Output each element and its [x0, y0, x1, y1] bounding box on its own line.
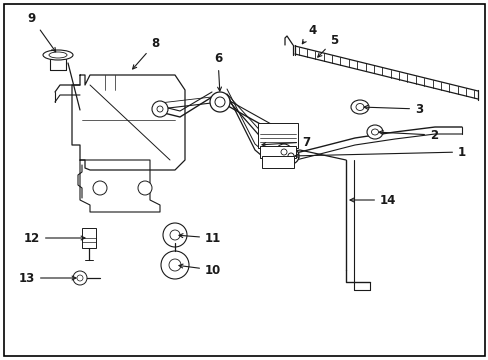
Circle shape [209, 92, 229, 112]
Circle shape [283, 148, 298, 164]
Bar [262, 156, 293, 168]
Circle shape [161, 251, 189, 279]
Text: 1: 1 [294, 145, 465, 158]
Ellipse shape [350, 100, 368, 114]
Text: 10: 10 [179, 264, 221, 276]
Text: 14: 14 [349, 194, 396, 207]
Bar [260, 146, 295, 158]
Circle shape [93, 181, 107, 195]
Circle shape [77, 275, 83, 281]
Text: 9: 9 [28, 12, 56, 52]
Text: 4: 4 [302, 23, 316, 44]
Circle shape [275, 144, 291, 160]
Text: 11: 11 [179, 231, 221, 244]
Circle shape [281, 149, 286, 155]
Circle shape [287, 153, 293, 159]
Polygon shape [294, 45, 477, 100]
Circle shape [170, 230, 180, 240]
Text: 3: 3 [363, 103, 422, 116]
Ellipse shape [49, 52, 67, 58]
Text: 12: 12 [24, 231, 85, 244]
Polygon shape [80, 160, 160, 212]
Circle shape [138, 181, 152, 195]
Circle shape [163, 223, 186, 247]
Circle shape [152, 101, 168, 117]
Text: 2: 2 [378, 129, 437, 141]
Ellipse shape [366, 125, 382, 139]
Bar [82, 228, 96, 248]
Ellipse shape [371, 129, 378, 135]
Bar [258, 123, 297, 148]
Text: 13: 13 [19, 271, 76, 284]
Text: 6: 6 [213, 52, 222, 91]
Circle shape [157, 106, 163, 112]
Circle shape [169, 259, 181, 271]
Text: 7: 7 [262, 135, 309, 149]
Ellipse shape [43, 50, 73, 60]
Circle shape [73, 271, 87, 285]
Circle shape [215, 97, 224, 107]
Text: 8: 8 [132, 37, 159, 69]
Polygon shape [72, 75, 184, 170]
Ellipse shape [355, 104, 363, 111]
Text: 5: 5 [317, 33, 338, 57]
